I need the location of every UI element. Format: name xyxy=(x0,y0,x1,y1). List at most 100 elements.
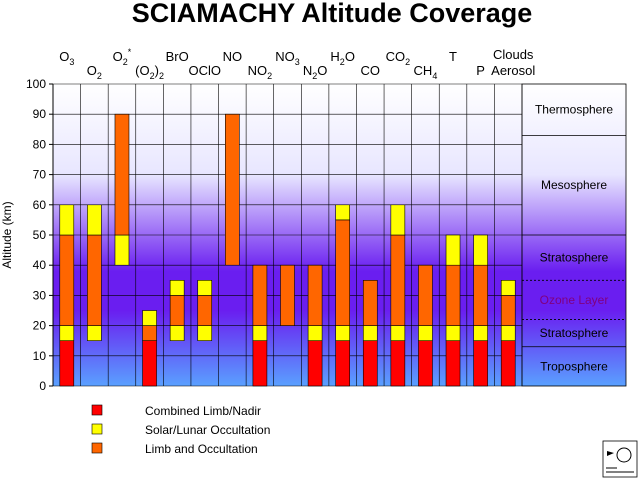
bar-segment xyxy=(390,340,406,387)
region-label: Troposphere xyxy=(540,359,608,373)
column-label: NO3 xyxy=(275,49,300,67)
column-label-text: CO xyxy=(386,49,406,64)
bar-segment xyxy=(87,204,102,236)
legend-swatch xyxy=(91,423,103,435)
bar-segment xyxy=(418,264,433,326)
chart-title: SCIAMACHY Altitude Coverage xyxy=(132,0,533,28)
bar-segment xyxy=(197,325,213,342)
region-label: Stratosphere xyxy=(540,326,609,340)
coverage-bars xyxy=(59,113,516,387)
column-label: Clouds xyxy=(493,47,534,62)
bar-segment xyxy=(142,340,157,387)
column-label-subscript: 3 xyxy=(295,57,300,67)
column-label: BrO xyxy=(166,49,189,64)
bar-segment xyxy=(335,219,350,326)
bar-segment xyxy=(225,113,240,266)
bar-segment xyxy=(87,234,102,326)
bar-segment xyxy=(169,279,185,296)
column-label-text: O xyxy=(87,63,97,78)
bar-segment xyxy=(307,340,323,387)
bar-segment xyxy=(307,264,323,326)
column-label-text: O xyxy=(317,63,327,78)
bar-segment xyxy=(473,234,488,266)
region-label: Stratosphere xyxy=(540,251,609,265)
bar-segment xyxy=(169,325,185,342)
bar-segment xyxy=(59,340,75,387)
y-tick-label: 60 xyxy=(33,198,47,212)
column-label: O3 xyxy=(59,49,74,67)
column-label: NO2 xyxy=(248,63,273,81)
bar-segment xyxy=(445,340,461,387)
bar-segment xyxy=(87,325,102,342)
column-label-text: BrO xyxy=(166,49,189,64)
bar-segment xyxy=(362,279,378,326)
column-label-text: OClO xyxy=(188,63,221,78)
column-label: CO2 xyxy=(386,49,411,67)
y-tick-label: 40 xyxy=(33,258,47,272)
bar-segment xyxy=(390,234,406,326)
column-label: P xyxy=(476,63,485,78)
column-label-text: N xyxy=(303,63,312,78)
bar-segment xyxy=(500,325,516,342)
bar-segment xyxy=(500,340,516,387)
column-label-subscript: 2 xyxy=(159,71,164,81)
column-label: CH4 xyxy=(414,63,438,81)
column-label-subscript: 2 xyxy=(312,71,317,81)
y-tick-label: 10 xyxy=(33,349,47,363)
bar-segment xyxy=(500,295,516,326)
column-label: O2* xyxy=(113,47,132,67)
column-label-text: NO xyxy=(248,63,268,78)
bar-segment xyxy=(114,234,130,266)
bar-segment xyxy=(445,325,461,342)
y-tick-label: 30 xyxy=(33,288,47,302)
bar-segment xyxy=(500,279,516,296)
legend-swatch xyxy=(91,442,103,454)
bar-segment xyxy=(280,264,295,326)
y-tick-label: 70 xyxy=(33,168,47,182)
region-label: Thermosphere xyxy=(535,103,613,117)
bar-segment xyxy=(114,113,130,236)
column-label-text: ) xyxy=(155,63,159,78)
column-label-subscript: 4 xyxy=(432,71,437,81)
column-label: OClO xyxy=(188,63,221,78)
logo-frame xyxy=(602,440,638,478)
grid xyxy=(52,83,523,387)
bar-segment xyxy=(59,234,75,326)
column-label-text: NO xyxy=(275,49,295,64)
legend-label: Solar/Lunar Occultation xyxy=(145,423,270,437)
column-label-superscript: * xyxy=(128,47,132,57)
region-label: Ozone Layer xyxy=(540,293,609,307)
institute-logo xyxy=(602,440,638,478)
bar-segment xyxy=(362,325,378,342)
column-label: T xyxy=(449,49,457,64)
bar-segment xyxy=(473,340,488,387)
bar-segment xyxy=(418,340,433,387)
column-label-subscript: 2 xyxy=(405,57,410,67)
bar-segment xyxy=(307,325,323,342)
y-tick-label: 80 xyxy=(33,137,47,151)
bar-segment xyxy=(335,204,350,221)
bar-segment xyxy=(252,340,268,387)
column-label-subscript: 2 xyxy=(340,57,345,67)
y-axis-label: Altitude (km) xyxy=(0,201,14,268)
column-label: H2O xyxy=(330,49,355,67)
column-label-subscript: 3 xyxy=(69,57,74,67)
y-tick-label: 90 xyxy=(33,107,47,121)
bar-segment xyxy=(169,295,185,326)
column-label-text: O xyxy=(113,49,123,64)
column-label-text: (O xyxy=(135,63,149,78)
column-label-text: NO xyxy=(223,49,243,64)
bar-segment xyxy=(390,325,406,342)
column-label-text: T xyxy=(449,49,457,64)
bar-segment xyxy=(473,325,488,342)
bar-segment xyxy=(197,295,213,326)
legend-swatch xyxy=(91,404,103,416)
bar-segment xyxy=(335,325,350,342)
y-axis: 0 10 20 30 40 50 60 70 80 90 100 xyxy=(26,77,54,393)
column-label: CO xyxy=(361,63,381,78)
bar-segment xyxy=(252,325,268,342)
logo-ribbon-icon xyxy=(607,451,614,456)
column-label-text: P xyxy=(476,63,485,78)
bar-segment xyxy=(197,279,213,296)
